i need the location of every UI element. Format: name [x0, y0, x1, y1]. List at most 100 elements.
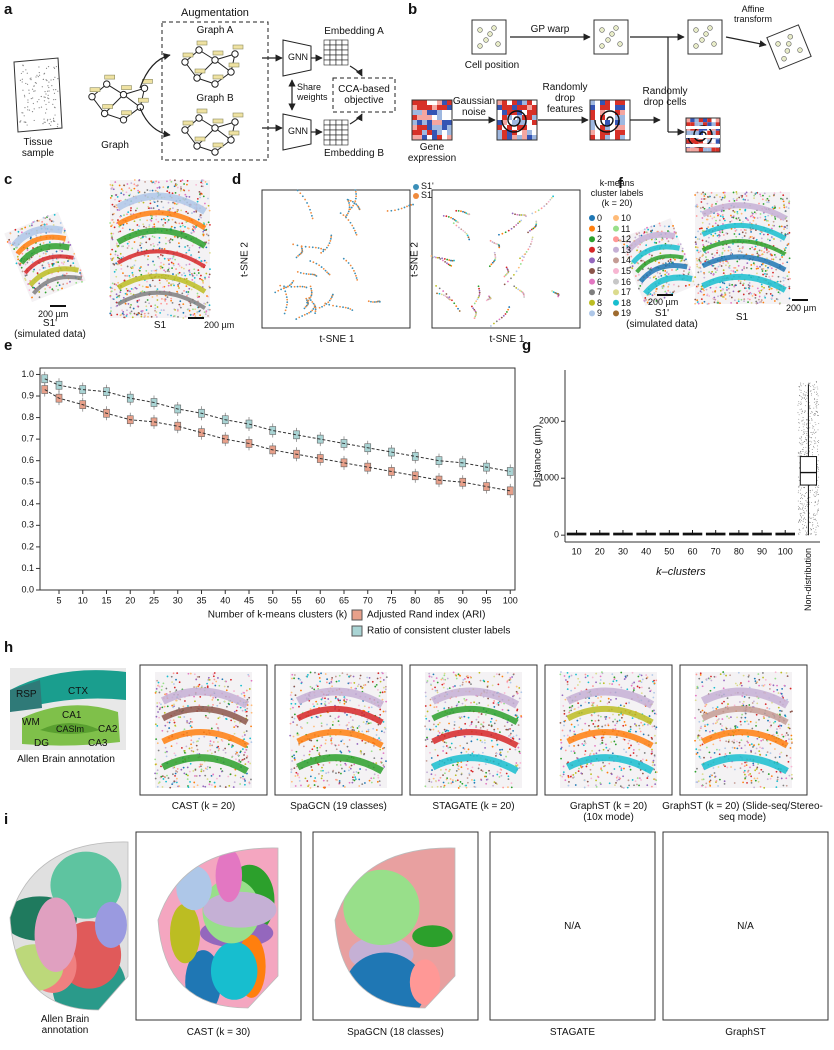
tissue-dot [122, 313, 125, 316]
tissue-dot [354, 687, 357, 690]
tissue-dot [661, 287, 664, 289]
embedding-cell [323, 54, 331, 61]
tissue-dot [308, 750, 311, 753]
jitter-dot [806, 395, 808, 396]
tissue-dot [198, 215, 201, 218]
tsne-dot [351, 309, 354, 312]
jitter-dot [805, 522, 806, 524]
jitter-dot [809, 405, 811, 406]
tissue-dot [177, 285, 180, 288]
tissue-dot [385, 676, 388, 679]
tissue-dot [154, 777, 157, 780]
tsne-dot [302, 272, 305, 275]
tissue-dot [161, 266, 164, 269]
heat-cell [502, 110, 507, 115]
tissue-dot [200, 260, 203, 262]
tissue-dot [110, 195, 113, 197]
tsne-dot [283, 312, 286, 315]
heat-cell [532, 120, 537, 125]
tissue-dot [155, 687, 158, 690]
tissue-dot [203, 311, 206, 314]
tissue-dot [22, 89, 24, 91]
graph-node [119, 116, 128, 124]
jitter-dot [806, 427, 807, 429]
tsne-dot [344, 306, 347, 309]
tissue-dot [658, 261, 660, 264]
tissue-dot [656, 271, 659, 274]
tissue-dot [739, 280, 742, 283]
tissue-dot [146, 299, 149, 301]
tissue-dot [741, 236, 744, 239]
jitter-dot [806, 419, 808, 421]
tissue-dot [778, 207, 781, 209]
tsne-dot [477, 285, 480, 288]
tissue-dot [204, 277, 207, 280]
heat-cell [437, 135, 442, 140]
tissue-dot [320, 702, 323, 705]
tissue-dot [673, 231, 676, 233]
jitter-dot [814, 505, 816, 507]
tsne-dot [410, 204, 413, 206]
tissue-dot [193, 312, 196, 315]
tissue-dot [730, 301, 733, 304]
tissue-dot [145, 226, 148, 229]
embedding-cell [329, 124, 337, 131]
tissue-dot [204, 313, 207, 316]
tissue-dot [210, 774, 213, 777]
jitter-dot [800, 516, 802, 518]
heat-cell [625, 120, 630, 125]
graph-node [88, 93, 96, 101]
tissue-dot [162, 206, 165, 209]
tissue-dot [316, 703, 319, 705]
tissue-dot [109, 295, 112, 298]
heat-cell [447, 130, 452, 135]
tissue-dot [321, 766, 323, 769]
tissue-dot [195, 685, 198, 688]
x-tick-label: 75 [386, 595, 396, 605]
tissue-dot [114, 198, 116, 201]
tissue-dot [79, 269, 82, 272]
tissue-dot [65, 272, 68, 275]
jitter-dot [801, 430, 803, 431]
tissue-dot [172, 262, 175, 265]
tissue-dot [701, 255, 704, 258]
tsne-dot [301, 315, 304, 317]
tissue-dot [747, 199, 749, 202]
tsne-dot [390, 209, 393, 212]
tissue-dot [36, 272, 39, 275]
tissue-dot [351, 776, 354, 779]
tissue-dot [193, 277, 196, 279]
tissue-dot [218, 684, 221, 687]
tissue-dot [110, 290, 113, 293]
jitter-dot [803, 447, 805, 448]
tissue-dot [63, 240, 66, 243]
jitter-dot [815, 531, 817, 533]
tsne-dot [320, 251, 323, 254]
heat-cell [507, 120, 512, 125]
tissue-band [28, 266, 79, 288]
jitter-dot [810, 390, 812, 392]
tissue-dot [183, 267, 185, 270]
tissue-dot [25, 121, 27, 123]
tsne-dot [400, 207, 403, 210]
tissue-dot [368, 779, 371, 782]
tissue-dot [320, 744, 323, 747]
tissue-dot [17, 262, 20, 265]
tissue-dot [187, 293, 189, 296]
tissue-dot [730, 214, 732, 217]
tissue-dot [290, 691, 293, 694]
tsne-dot [386, 210, 389, 212]
jitter-dot [798, 401, 800, 403]
tissue-dot [176, 210, 179, 213]
tissue-dot [352, 675, 355, 678]
tissue-dot [647, 299, 650, 301]
tissue-dot [338, 701, 341, 704]
tissue-dot [740, 229, 742, 231]
tissue-dot [115, 284, 118, 286]
jitter-dot [809, 390, 811, 392]
tsne-dot [347, 200, 350, 203]
tissue-dot [367, 681, 370, 683]
tissue-dot [166, 721, 169, 724]
jitter-dot [818, 525, 819, 527]
x-tick-label: 100 [778, 546, 793, 556]
